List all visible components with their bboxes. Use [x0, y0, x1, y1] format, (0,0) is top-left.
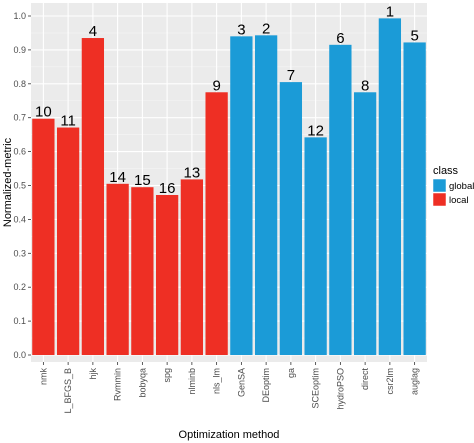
bar-Rvmmin — [106, 183, 129, 355]
y-axis-title: Normalized-metric — [2, 137, 14, 227]
rank-label-DEoptim: 2 — [262, 20, 270, 37]
bar-DEoptim — [254, 35, 278, 356]
x-tick-label-nls_lm: nls_lm — [212, 368, 222, 394]
bar-SCEoptim — [304, 137, 327, 355]
bar-ga — [279, 82, 303, 355]
legend-title: class — [433, 165, 459, 177]
x-tick-label-nlminb: nlminb — [187, 368, 197, 395]
x-tick-label-ga: ga — [286, 368, 296, 378]
rank-label-spg: 16 — [159, 180, 176, 197]
x-tick-label-direct: direct — [360, 368, 370, 391]
x-tick-label-nmk: nmk — [38, 368, 48, 386]
rank-label-nmk: 10 — [35, 104, 52, 121]
legend-key-local — [432, 192, 447, 207]
rank-label-ga: 7 — [287, 67, 295, 84]
rank-label-hjk: 4 — [89, 23, 97, 40]
y-tick-label: 0.2 — [13, 282, 26, 292]
bar-nlminb — [180, 179, 204, 355]
x-tick-label-bobyqa: bobyqa — [137, 368, 147, 398]
y-tick-label: 0.9 — [13, 45, 26, 55]
legend-label-local: local — [449, 195, 469, 206]
x-tick-label-DEoptim: DEoptim — [261, 368, 271, 403]
bar-bobyqa — [131, 187, 154, 355]
x-tick-label-csr2lm: csr2lm — [385, 368, 395, 395]
legend-key-global — [432, 178, 447, 193]
rank-label-Rvmmin: 14 — [109, 169, 126, 186]
bar-hjk — [81, 38, 105, 355]
bar-nmk — [32, 118, 55, 355]
x-tick-label-Rvmmin: Rvmmin — [113, 368, 123, 401]
legend: class global local — [432, 165, 474, 207]
rank-label-nlminb: 13 — [184, 164, 201, 181]
x-axis-title: Optimization method — [179, 429, 280, 441]
bar-spg — [155, 194, 179, 355]
bar-hydroPSO — [329, 44, 352, 355]
y-tick-label: 0.8 — [13, 79, 26, 89]
bar-L_BFGS_B — [56, 127, 80, 355]
rank-labels: 10 11 4 14 15 16 13 9 3 2 7 12 6 8 15 — [35, 3, 419, 197]
bar-csr2lm — [378, 18, 402, 356]
rank-label-hydroPSO: 6 — [336, 30, 344, 47]
y-tick-label: 0.4 — [13, 214, 26, 224]
y-tick-label: 0.7 — [13, 113, 26, 123]
y-axis: 0.0 0.1 0.2 0.3 0.4 0.5 0.6 0.7 0.8 0.9 1.0 — [13, 11, 31, 360]
y-tick-label: 0.1 — [13, 316, 26, 326]
bar-auglag — [403, 42, 426, 355]
rank-label-L_BFGS_B: 11 — [60, 113, 76, 130]
x-tick-label-spg: spg — [162, 368, 172, 383]
bar-direct — [353, 92, 377, 356]
y-tick-label: 0.6 — [13, 147, 26, 157]
y-tick-label: 0.0 — [13, 350, 26, 360]
x-tick-label-SCEoptim: SCEoptim — [311, 368, 321, 409]
x-tick-label-auglag: auglag — [410, 368, 420, 395]
x-tick-label-L_BFGS_B: L_BFGS_B — [63, 368, 73, 414]
rank-label-csr2lm: 1 — [386, 3, 394, 20]
x-tick-label-GenSA: GenSA — [236, 368, 246, 397]
bar-nls_lm — [205, 92, 228, 356]
rank-label-nls_lm: 9 — [212, 77, 220, 94]
x-tick-label-hjk: hjk — [88, 368, 98, 380]
rank-label-GenSA: 3 — [237, 21, 245, 38]
x-tick-label-hydroPSO: hydroPSO — [335, 368, 345, 410]
rank-label-auglag: 5 — [410, 27, 418, 44]
bar-GenSA — [230, 36, 253, 356]
rank-label-bobyqa: 15 — [134, 172, 151, 189]
x-axis: nmk L_BFGS_B hjk Rvmmin bobyqa spg nlminb nls_l… — [38, 362, 420, 414]
y-tick-label: 1.0 — [13, 11, 26, 21]
y-tick-label: 0.5 — [13, 181, 26, 191]
rank-label-direct: 8 — [361, 77, 369, 94]
legend-label-global: global — [449, 181, 474, 192]
bars — [32, 18, 426, 356]
y-tick-label: 0.3 — [13, 248, 26, 258]
rank-label-SCEoptim: 12 — [307, 122, 324, 139]
